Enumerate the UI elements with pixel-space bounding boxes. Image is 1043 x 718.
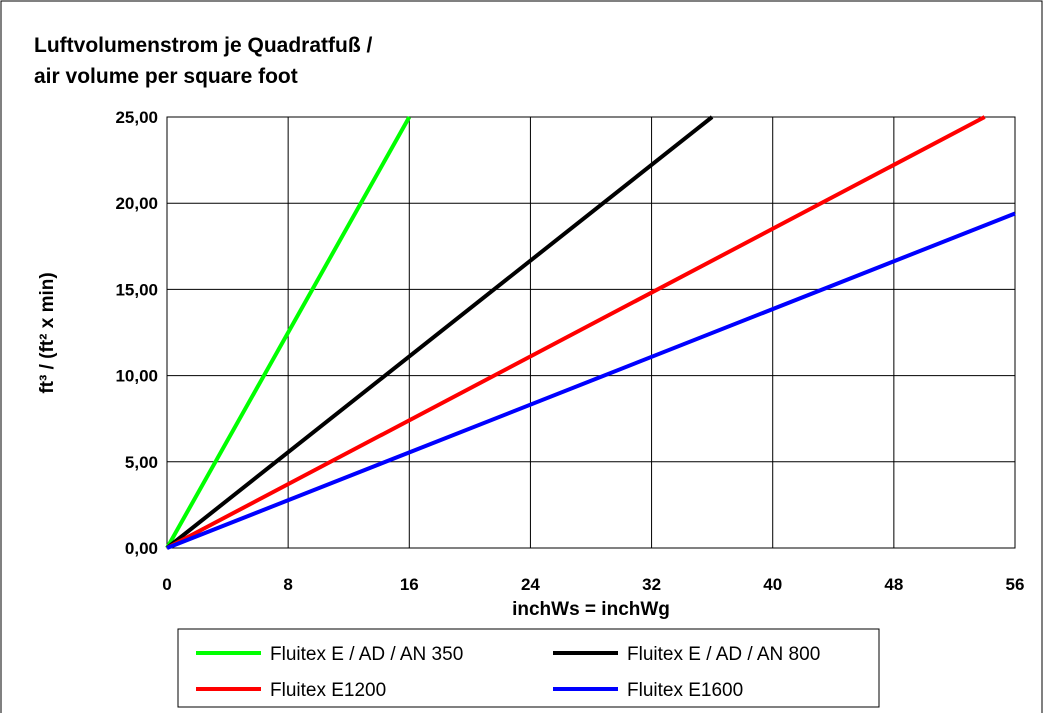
series-line-3 bbox=[166, 115, 986, 550]
x-tick-label: 56 bbox=[1006, 575, 1025, 594]
x-tick-label: 48 bbox=[884, 575, 903, 594]
series-line-4 bbox=[166, 211, 1016, 550]
x-tick-label: 8 bbox=[283, 575, 292, 594]
legend-label-2: Fluitex E / AD / AN 800 bbox=[627, 644, 820, 665]
x-tick-label: 24 bbox=[521, 575, 540, 594]
y-tick-label: 10,00 bbox=[115, 367, 158, 386]
chart-title-line1: Luftvolumenstrom je Quadratfuß / bbox=[34, 34, 373, 57]
legend-label-1: Fluitex E / AD / AN 350 bbox=[270, 644, 463, 665]
y-tick-label: 0,00 bbox=[125, 539, 158, 558]
series-line-2 bbox=[165, 115, 714, 550]
y-tick-labels: 0,00 5,00 10,00 15,00 20,00 25,00 bbox=[115, 108, 158, 558]
legend-box bbox=[177, 628, 880, 708]
x-tick-label: 16 bbox=[400, 575, 419, 594]
y-tick-label: 15,00 bbox=[115, 280, 158, 299]
legend: Fluitex E / AD / AN 350 Fluitex E / AD / … bbox=[177, 628, 880, 708]
y-tick-label: 5,00 bbox=[125, 453, 158, 472]
chart-title-line2: air volume per square foot bbox=[34, 65, 298, 88]
legend-label-4: Fluitex E1600 bbox=[627, 680, 743, 701]
legend-items: Fluitex E / AD / AN 350 Fluitex E / AD / … bbox=[196, 644, 820, 701]
plot-area-border bbox=[166, 116, 1016, 549]
x-tick-label: 0 bbox=[162, 575, 171, 594]
y-tick-label: 25,00 bbox=[115, 108, 158, 127]
y-axis-label: ft³ / (ft² x min) bbox=[37, 272, 58, 393]
y-tick-label: 20,00 bbox=[115, 194, 158, 213]
x-axis-label: inchWs = inchWg bbox=[512, 599, 670, 620]
x-tick-label: 32 bbox=[642, 575, 661, 594]
x-tick-label: 40 bbox=[763, 575, 782, 594]
legend-label-3: Fluitex E1200 bbox=[270, 680, 386, 701]
x-tick-labels: 0 8 16 24 32 40 48 56 bbox=[162, 575, 1024, 594]
series-line-1 bbox=[165, 116, 412, 549]
series-layer bbox=[165, 115, 1016, 550]
